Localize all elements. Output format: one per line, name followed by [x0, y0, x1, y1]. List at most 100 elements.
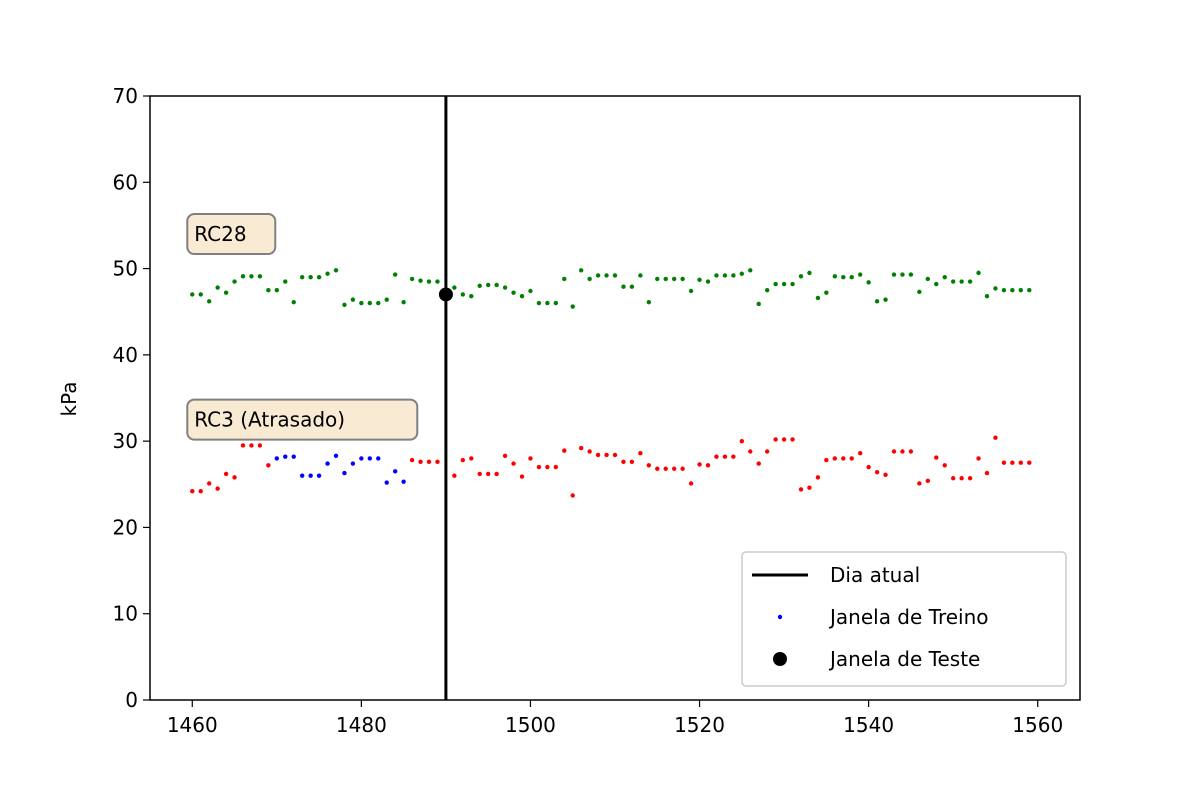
data-point-rc3: [1010, 460, 1015, 465]
data-point-train: [401, 479, 406, 484]
data-point-rc28: [781, 281, 787, 287]
data-point-rc28: [976, 270, 981, 276]
data-point-rc3: [773, 437, 778, 442]
data-point-rc28: [866, 280, 871, 285]
data-point-rc28: [409, 276, 415, 282]
data-point-rc3: [646, 463, 652, 468]
data-point-rc28: [350, 297, 356, 302]
data-point-train: [342, 470, 347, 476]
data-point-rc28: [883, 297, 888, 302]
data-point-rc28: [452, 285, 457, 290]
data-point-rc3: [832, 456, 838, 461]
data-point-rc3: [629, 459, 635, 465]
data-point-rc28: [612, 273, 618, 278]
test-point-layer: [438, 287, 453, 302]
data-point-rc28: [511, 290, 516, 295]
data-point-rc3: [240, 443, 246, 448]
plot-frame: [149, 95, 1081, 701]
data-point-rc28: [528, 288, 533, 294]
data-point-rc3: [714, 454, 719, 459]
test-point: [438, 287, 453, 302]
data-point-rc28: [891, 272, 897, 277]
data-point-rc3: [587, 449, 592, 454]
data-point-rc3: [553, 464, 559, 470]
data-point-rc28: [316, 275, 322, 280]
data-point-rc28: [587, 276, 592, 282]
data-point-rc28: [807, 270, 812, 276]
data-point-rc28: [849, 275, 854, 280]
data-point-train: [308, 473, 313, 478]
data-point-rc3: [731, 454, 736, 459]
legend-box: [741, 551, 1067, 687]
data-point-rc28: [959, 279, 964, 284]
y-tick-label: 40: [113, 343, 138, 367]
data-point-rc3: [562, 448, 567, 453]
data-point-rc28: [798, 274, 804, 279]
legend[interactable]: Dia atual Janela de Treino Janela de Teste: [741, 551, 1067, 687]
data-point-rc28: [485, 282, 491, 288]
data-point-rc28: [874, 299, 880, 304]
data-point-train: [333, 453, 339, 459]
data-point-rc3: [959, 476, 964, 481]
data-point-rc28: [671, 276, 677, 282]
data-point-rc3: [993, 435, 998, 440]
annotation-box: [186, 213, 277, 256]
data-point-rc28: [697, 277, 702, 282]
data-point-rc28: [1001, 287, 1007, 293]
data-point-rc28: [519, 293, 525, 299]
data-point-rc28: [418, 278, 423, 283]
data-point-rc28: [688, 288, 694, 294]
legend-small-dot-marker: [777, 614, 783, 620]
data-point-rc28: [790, 281, 795, 287]
data-point-rc3: [1018, 460, 1024, 465]
data-point-rc3: [409, 457, 415, 463]
data-point-rc28: [274, 287, 280, 293]
axes: 1460 1480 1500 1520 1540 1560 0 10 20 30 40 50 60 70: [113, 84, 1081, 737]
x-tick-label: 1560: [1012, 713, 1063, 737]
data-point-rc28: [545, 300, 550, 306]
data-point-rc3: [469, 456, 474, 461]
data-point-rc28: [392, 272, 398, 277]
data-point-rc28: [663, 276, 668, 282]
data-point-rc3: [502, 453, 508, 459]
data-point-rc3: [206, 481, 212, 486]
data-point-rc3: [781, 437, 787, 442]
data-point-rc28: [942, 275, 947, 280]
data-point-train: [350, 461, 356, 466]
data-point-rc3: [908, 449, 914, 454]
data-point-rc3: [511, 461, 516, 466]
y-tick-label: 60: [113, 170, 138, 194]
data-point-rc3: [485, 471, 491, 477]
data-point-train: [367, 456, 373, 461]
data-point-rc28: [502, 285, 508, 290]
data-point-rc28: [198, 292, 203, 297]
data-point-rc3: [857, 451, 863, 456]
data-point-rc28: [680, 276, 685, 282]
data-point-rc3: [984, 470, 990, 476]
data-point-rc3: [426, 459, 432, 465]
data-point-rc28: [595, 273, 601, 278]
data-point-rc28: [705, 279, 711, 284]
data-point-rc28: [638, 273, 643, 278]
data-point-rc3: [874, 470, 880, 475]
data-point-rc28: [815, 295, 821, 301]
data-point-rc28: [257, 274, 263, 279]
data-point-rc3: [748, 449, 753, 454]
data-point-rc3: [435, 459, 440, 465]
data-point-rc28: [900, 272, 905, 277]
data-point-rc3: [266, 463, 271, 468]
data-point-rc3: [477, 471, 482, 477]
data-point-rc28: [232, 279, 237, 284]
y-tick-label: 30: [113, 429, 138, 453]
data-point-rc28: [342, 302, 347, 308]
data-point-rc3: [494, 471, 499, 477]
data-point-rc3: [798, 487, 804, 492]
data-point-rc3: [976, 456, 981, 461]
data-point-rc3: [1027, 460, 1032, 465]
data-point-rc28: [249, 274, 254, 279]
data-point-rc3: [655, 466, 660, 471]
data-point-rc28: [367, 300, 373, 306]
data-point-rc28: [655, 276, 660, 282]
data-point-rc3: [815, 475, 821, 480]
data-point-rc28: [731, 273, 736, 278]
